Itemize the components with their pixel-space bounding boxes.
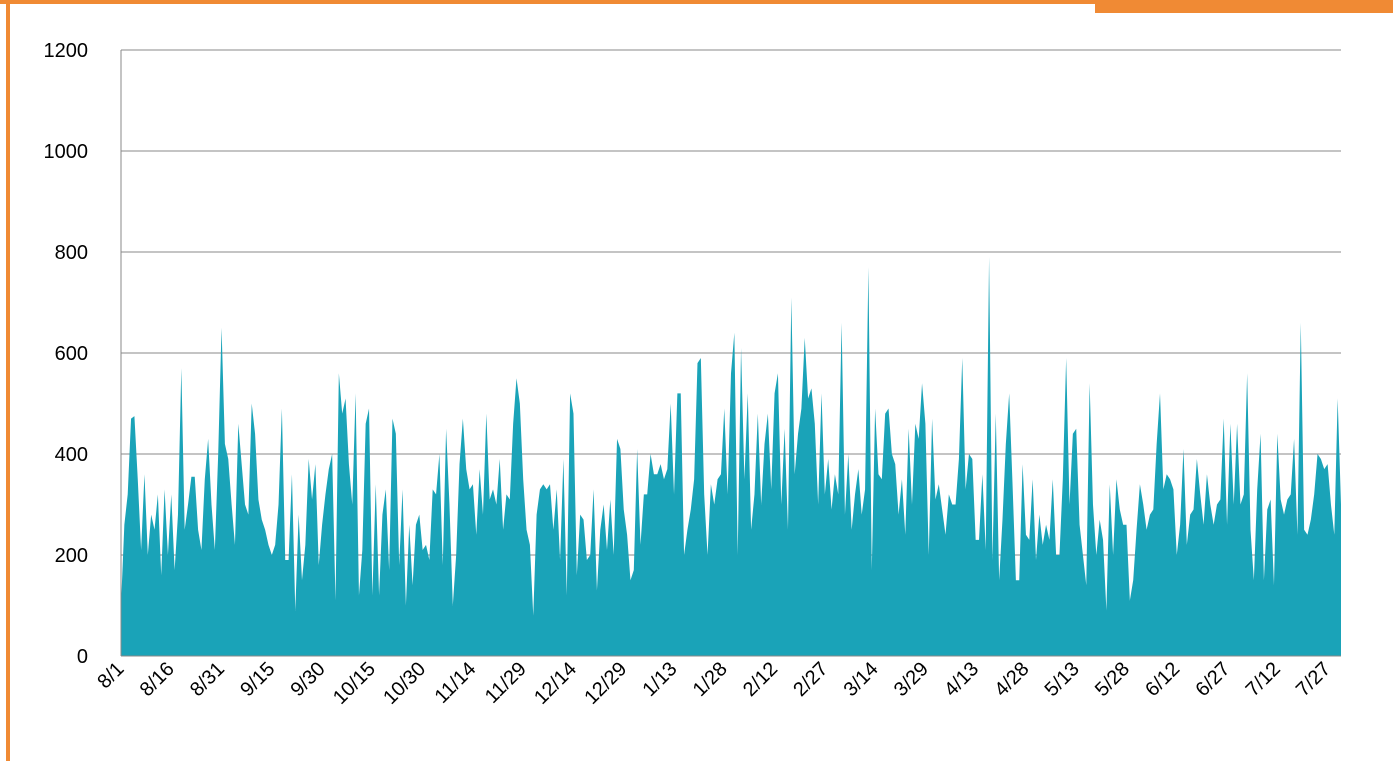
frame-tab — [1095, 0, 1393, 13]
x-tick-label: 8/1 — [93, 658, 128, 693]
y-tick-label: 0 — [77, 646, 88, 668]
y-tick-label: 800 — [55, 242, 88, 264]
x-tick-label: 4/28 — [990, 658, 1033, 701]
x-tick-label: 12/14 — [530, 658, 581, 709]
x-tick-label: 7/27 — [1292, 658, 1335, 701]
x-tick-label: 12/29 — [580, 658, 631, 709]
x-tick-label: 8/31 — [186, 658, 229, 701]
plot — [121, 257, 1341, 656]
frame-top — [0, 0, 1095, 4]
y-tick-label: 1200 — [44, 40, 89, 62]
x-tick-label: 6/27 — [1191, 658, 1234, 701]
y-tick-label: 200 — [55, 545, 88, 567]
x-tick-label: 1/28 — [689, 658, 732, 701]
x-tick-label: 11/14 — [431, 658, 481, 708]
y-tick-label: 400 — [55, 444, 88, 466]
x-tick-label: 9/30 — [287, 658, 330, 701]
x-tick-label: 4/13 — [940, 658, 983, 701]
area — [121, 257, 1341, 656]
x-tick-label: 1/13 — [638, 658, 681, 701]
frame-left — [6, 0, 10, 761]
x-tick-label: 3/29 — [890, 658, 933, 701]
y-tick-label: 600 — [55, 343, 88, 365]
x-tick-label: 5/28 — [1091, 658, 1134, 701]
x-tick-label: 2/12 — [739, 658, 782, 701]
x-tick-label: 5/13 — [1041, 658, 1084, 701]
x-tick-label: 9/15 — [236, 658, 279, 701]
y-tick-label: 1000 — [44, 141, 89, 163]
x-tick-label: 8/16 — [136, 658, 179, 701]
x-tick-label: 10/30 — [379, 658, 430, 709]
x-tick-label: 7/12 — [1242, 658, 1285, 701]
x-tick-label: 3/14 — [840, 658, 883, 701]
x-tick-label: 11/29 — [481, 658, 531, 708]
x-tick-label: 2/27 — [789, 658, 832, 701]
x-tick-label: 10/15 — [329, 658, 380, 709]
x-tick-label: 6/12 — [1141, 658, 1184, 701]
